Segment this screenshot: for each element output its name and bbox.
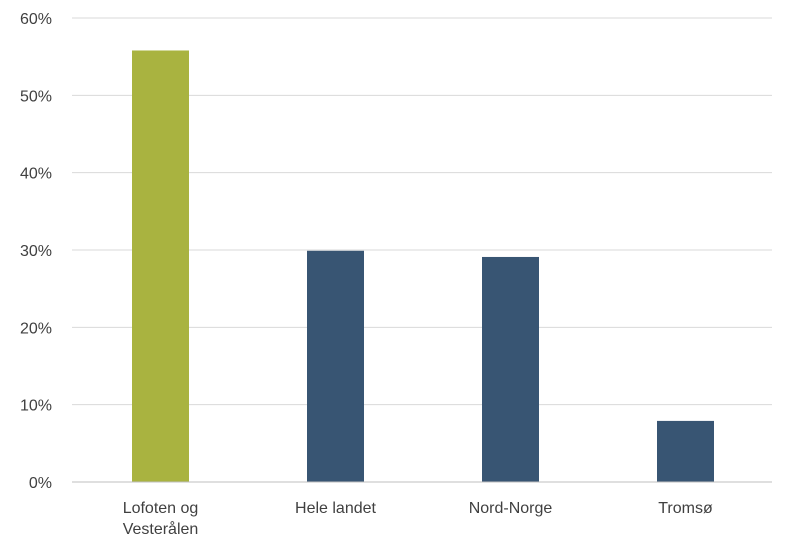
x-category-label-line: Nord-Norge [469,500,553,517]
y-tick-label: 20% [20,320,52,337]
x-category-label-line: Lofoten og [123,500,199,517]
x-axis-category-labels: Lofoten og Vesterålen Hele landet Nord-Norg… [123,500,713,538]
y-axis-tick-labels: 0% 10% 20% 30% 40% 50% 60% [20,11,52,492]
y-tick-label: 60% [20,11,52,28]
x-category-label-line: Hele landet [295,500,377,517]
bar [657,420,714,482]
x-category-label: Lofoten og Vesterålen [123,500,199,538]
bar [482,256,539,482]
x-category-label: Tromsø [658,500,713,517]
y-tick-label: 40% [20,166,52,183]
y-tick-label: 50% [20,88,52,105]
bar [132,50,189,482]
y-tick-label: 10% [20,398,52,415]
x-category-label-line: Vesterålen [123,520,199,538]
x-category-label-line: Tromsø [658,500,713,517]
x-category-label: Hele landet [295,500,377,517]
x-category-label: Nord-Norge [469,500,553,517]
bar [307,250,364,482]
y-tick-label: 0% [29,475,52,492]
bars [132,50,714,482]
y-tick-label: 30% [20,243,52,260]
